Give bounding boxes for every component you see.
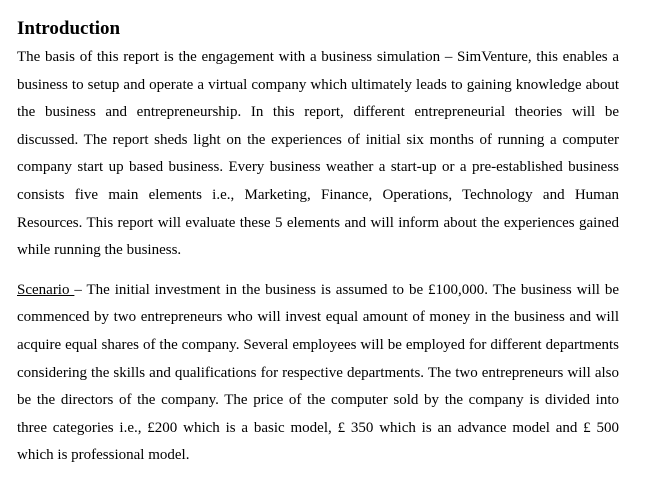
section-heading: Introduction (17, 18, 121, 39)
intro-paragraph: The basis of this report is the engageme… (17, 49, 619, 259)
document-page: Introduction The basis of this report is… (17, 17, 619, 470)
scenario-paragraph: Scenario – The initial investment in the… (17, 277, 619, 470)
scenario-text: – The initial investment in the business… (17, 281, 619, 464)
scenario-label: Scenario (17, 281, 75, 298)
